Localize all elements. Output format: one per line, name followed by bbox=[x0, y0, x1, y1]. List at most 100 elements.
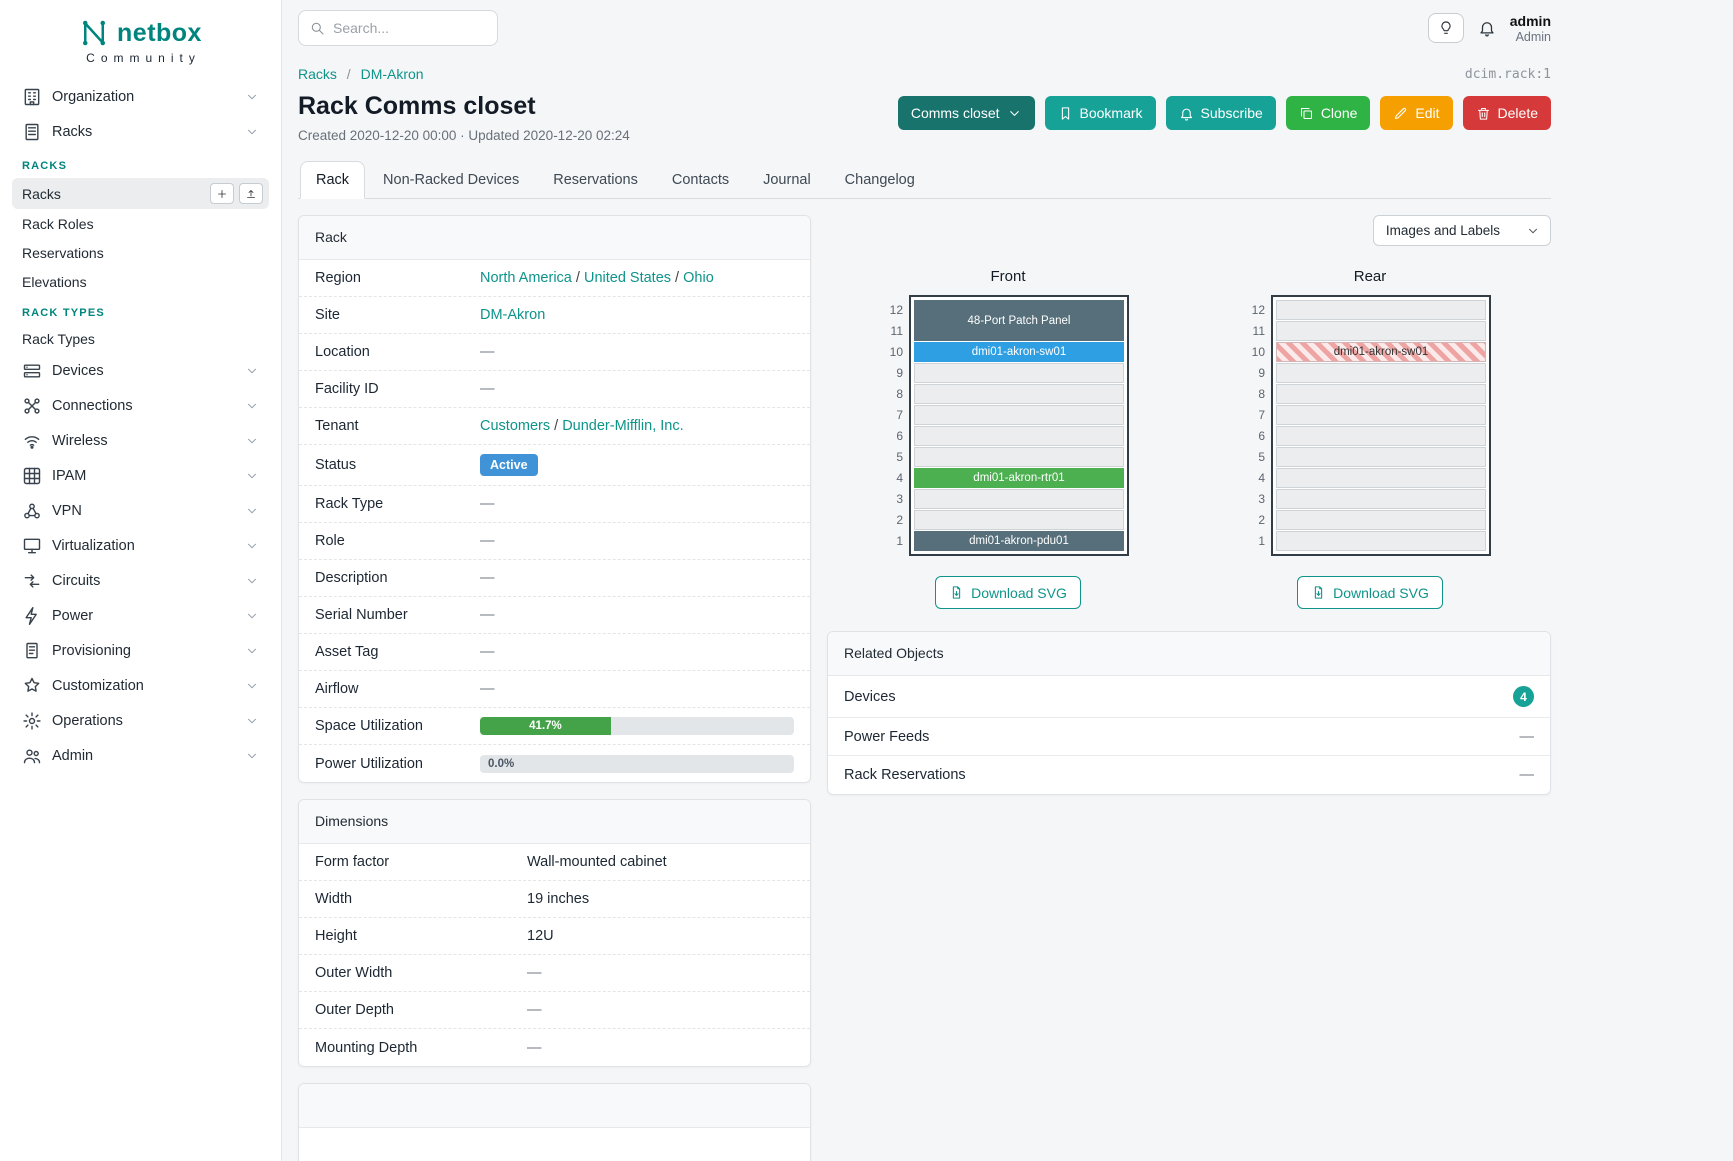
field-row-tenant: Tenant Customers / Dunder-Mifflin, Inc. bbox=[299, 408, 810, 445]
rack-slot-empty[interactable] bbox=[1276, 468, 1486, 488]
sidebar-item-connections[interactable]: Connections bbox=[12, 389, 269, 423]
trash-icon bbox=[1476, 106, 1491, 121]
customization-icon bbox=[22, 676, 42, 696]
rack-slot-empty[interactable] bbox=[914, 405, 1124, 425]
button-label: Subscribe bbox=[1200, 105, 1263, 121]
download-svg-button-rear[interactable]: Download SVG bbox=[1297, 576, 1443, 609]
sidebar-item-devices[interactable]: Devices bbox=[12, 354, 269, 388]
sidebar-item-admin[interactable]: Admin bbox=[12, 739, 269, 773]
rack-slot-empty[interactable] bbox=[1276, 510, 1486, 530]
breadcrumb-link-racks[interactable]: Racks bbox=[298, 66, 337, 82]
rack-device-dmi01-akron-sw01[interactable]: dmi01-akron-sw01 bbox=[1276, 342, 1486, 362]
field-row-form-factor: Form factor Wall-mounted cabinet bbox=[299, 844, 810, 882]
brand[interactable]: netbox Community bbox=[12, 10, 269, 79]
user-name: admin bbox=[1509, 12, 1551, 29]
link-united-states[interactable]: United States bbox=[583, 270, 672, 286]
rack-slot-empty[interactable] bbox=[1276, 531, 1486, 551]
rack-slot-empty[interactable] bbox=[1276, 300, 1486, 320]
sidebar-item-reservations[interactable]: Reservations bbox=[12, 239, 269, 267]
related-row-devices[interactable]: Devices 4 bbox=[828, 676, 1550, 718]
rack-slot-empty[interactable] bbox=[1276, 384, 1486, 404]
tab-journal[interactable]: Journal bbox=[763, 172, 811, 188]
field-value: — bbox=[480, 644, 495, 661]
sidebar-item-virtualization[interactable]: Virtualization bbox=[12, 529, 269, 563]
field-label: Region bbox=[315, 270, 361, 286]
sidebar: netbox Community Organization Racks RACKS R… bbox=[0, 0, 282, 1161]
field-label: Location bbox=[315, 344, 370, 360]
download-svg-button-front[interactable]: Download SVG bbox=[935, 576, 1081, 609]
sidebar-item-wireless[interactable]: Wireless bbox=[12, 424, 269, 458]
field-value: 0.0% bbox=[480, 754, 794, 773]
sidebar-item-customization[interactable]: Customization bbox=[12, 669, 269, 703]
rack-device-dmi01-akron-pdu01[interactable]: dmi01-akron-pdu01 bbox=[914, 531, 1124, 551]
sidebar-item-power[interactable]: Power bbox=[12, 599, 269, 633]
import-button[interactable] bbox=[239, 183, 263, 204]
field-value: — bbox=[480, 344, 495, 360]
rack-device-48-port-patch-panel[interactable]: 48-Port Patch Panel bbox=[914, 300, 1124, 341]
unit-number: 2 bbox=[896, 513, 903, 527]
select-value: Images and Labels bbox=[1385, 223, 1500, 238]
field-label: Power Utilization bbox=[315, 755, 423, 772]
sidebar-item-racks[interactable]: Racks bbox=[12, 178, 269, 209]
sidebar-item-elevations[interactable]: Elevations bbox=[12, 268, 269, 296]
rack-slot-empty[interactable] bbox=[1276, 321, 1486, 341]
sidebar-item-rack-types[interactable]: Rack Types bbox=[12, 325, 269, 353]
rack-grid: 48-Port Patch Panel dmi01-akron-sw01 dmi01… bbox=[909, 295, 1129, 556]
comms-closet-button[interactable]: Comms closet bbox=[897, 96, 1035, 130]
sidebar-item-racks[interactable]: Racks bbox=[12, 115, 269, 149]
sidebar-item-operations[interactable]: Operations bbox=[12, 704, 269, 738]
button-label: Edit bbox=[1415, 105, 1440, 121]
sidebar-item-ipam[interactable]: IPAM bbox=[12, 459, 269, 493]
search-input[interactable] bbox=[333, 20, 487, 36]
dimensions-card-title: Dimensions bbox=[299, 800, 810, 845]
elevation-display-select[interactable]: Images and Labels bbox=[1372, 215, 1551, 246]
rack-slot-empty[interactable] bbox=[1276, 447, 1486, 467]
notifications-bell-icon[interactable] bbox=[1478, 19, 1496, 37]
breadcrumb-link-site[interactable]: DM-Akron bbox=[360, 66, 424, 82]
rack-slot-empty[interactable] bbox=[914, 510, 1124, 530]
rack-slot-empty[interactable] bbox=[1276, 405, 1486, 425]
rack-slot-empty[interactable] bbox=[914, 384, 1124, 404]
tab-rack[interactable]: Rack bbox=[300, 161, 366, 199]
search-box[interactable] bbox=[298, 10, 498, 46]
link-north-america[interactable]: North America bbox=[480, 270, 572, 286]
bookmark-button[interactable]: Bookmark bbox=[1044, 96, 1156, 130]
clone-button[interactable]: Clone bbox=[1285, 96, 1371, 130]
tab-non-racked-devices[interactable]: Non-Racked Devices bbox=[383, 172, 520, 188]
link-customers[interactable]: Customers bbox=[480, 418, 551, 434]
rack-slot-empty[interactable] bbox=[914, 489, 1124, 509]
sidebar-item-organization[interactable]: Organization bbox=[12, 80, 269, 114]
sidebar-item-rack-roles[interactable]: Rack Roles bbox=[12, 210, 269, 238]
rack-device-dmi01-akron-rtr01[interactable]: dmi01-akron-rtr01 bbox=[914, 468, 1124, 488]
rack-slot-empty[interactable] bbox=[914, 363, 1124, 383]
unit-number: 7 bbox=[896, 408, 903, 422]
field-row-outer-width: Outer Width — bbox=[299, 955, 810, 993]
add-button[interactable] bbox=[210, 183, 234, 204]
rack-slot-empty[interactable] bbox=[1276, 426, 1486, 446]
sidebar-item-provisioning[interactable]: Provisioning bbox=[12, 634, 269, 668]
tab-contacts[interactable]: Contacts bbox=[671, 172, 730, 188]
elevation-title: Front bbox=[990, 268, 1026, 285]
sidebar-item-vpn[interactable]: VPN bbox=[12, 494, 269, 528]
link-ohio[interactable]: Ohio bbox=[683, 270, 714, 286]
delete-button[interactable]: Delete bbox=[1462, 96, 1551, 130]
theme-toggle-button[interactable] bbox=[1427, 13, 1464, 43]
rack-slot-empty[interactable] bbox=[914, 426, 1124, 446]
rack-device-dmi01-akron-sw01[interactable]: dmi01-akron-sw01 bbox=[914, 342, 1124, 362]
rack-slot-empty[interactable] bbox=[914, 447, 1124, 467]
sidebar-item-circuits[interactable]: Circuits bbox=[12, 564, 269, 598]
edit-button[interactable]: Edit bbox=[1380, 96, 1453, 130]
link-dunder-mifflin-inc[interactable]: Dunder-Mifflin, Inc. bbox=[562, 418, 684, 434]
field-value: 41.7% bbox=[480, 717, 794, 736]
user-menu[interactable]: admin Admin bbox=[1510, 13, 1551, 44]
tab-changelog[interactable]: Changelog bbox=[844, 172, 915, 188]
chevron-down-icon bbox=[245, 469, 259, 483]
rack-slot-empty[interactable] bbox=[1276, 363, 1486, 383]
related-objects-card: Related Objects Devices 4 Power Feeds — Rack… bbox=[827, 631, 1551, 795]
tab-reservations[interactable]: Reservations bbox=[553, 172, 638, 188]
link-dm-akron[interactable]: DM-Akron bbox=[480, 307, 546, 323]
chevron-down-icon bbox=[245, 434, 259, 448]
related-objects-rows: Devices 4 Power Feeds — Rack Reservations — bbox=[828, 676, 1550, 794]
subscribe-button[interactable]: Subscribe bbox=[1165, 96, 1276, 130]
rack-slot-empty[interactable] bbox=[1276, 489, 1486, 509]
